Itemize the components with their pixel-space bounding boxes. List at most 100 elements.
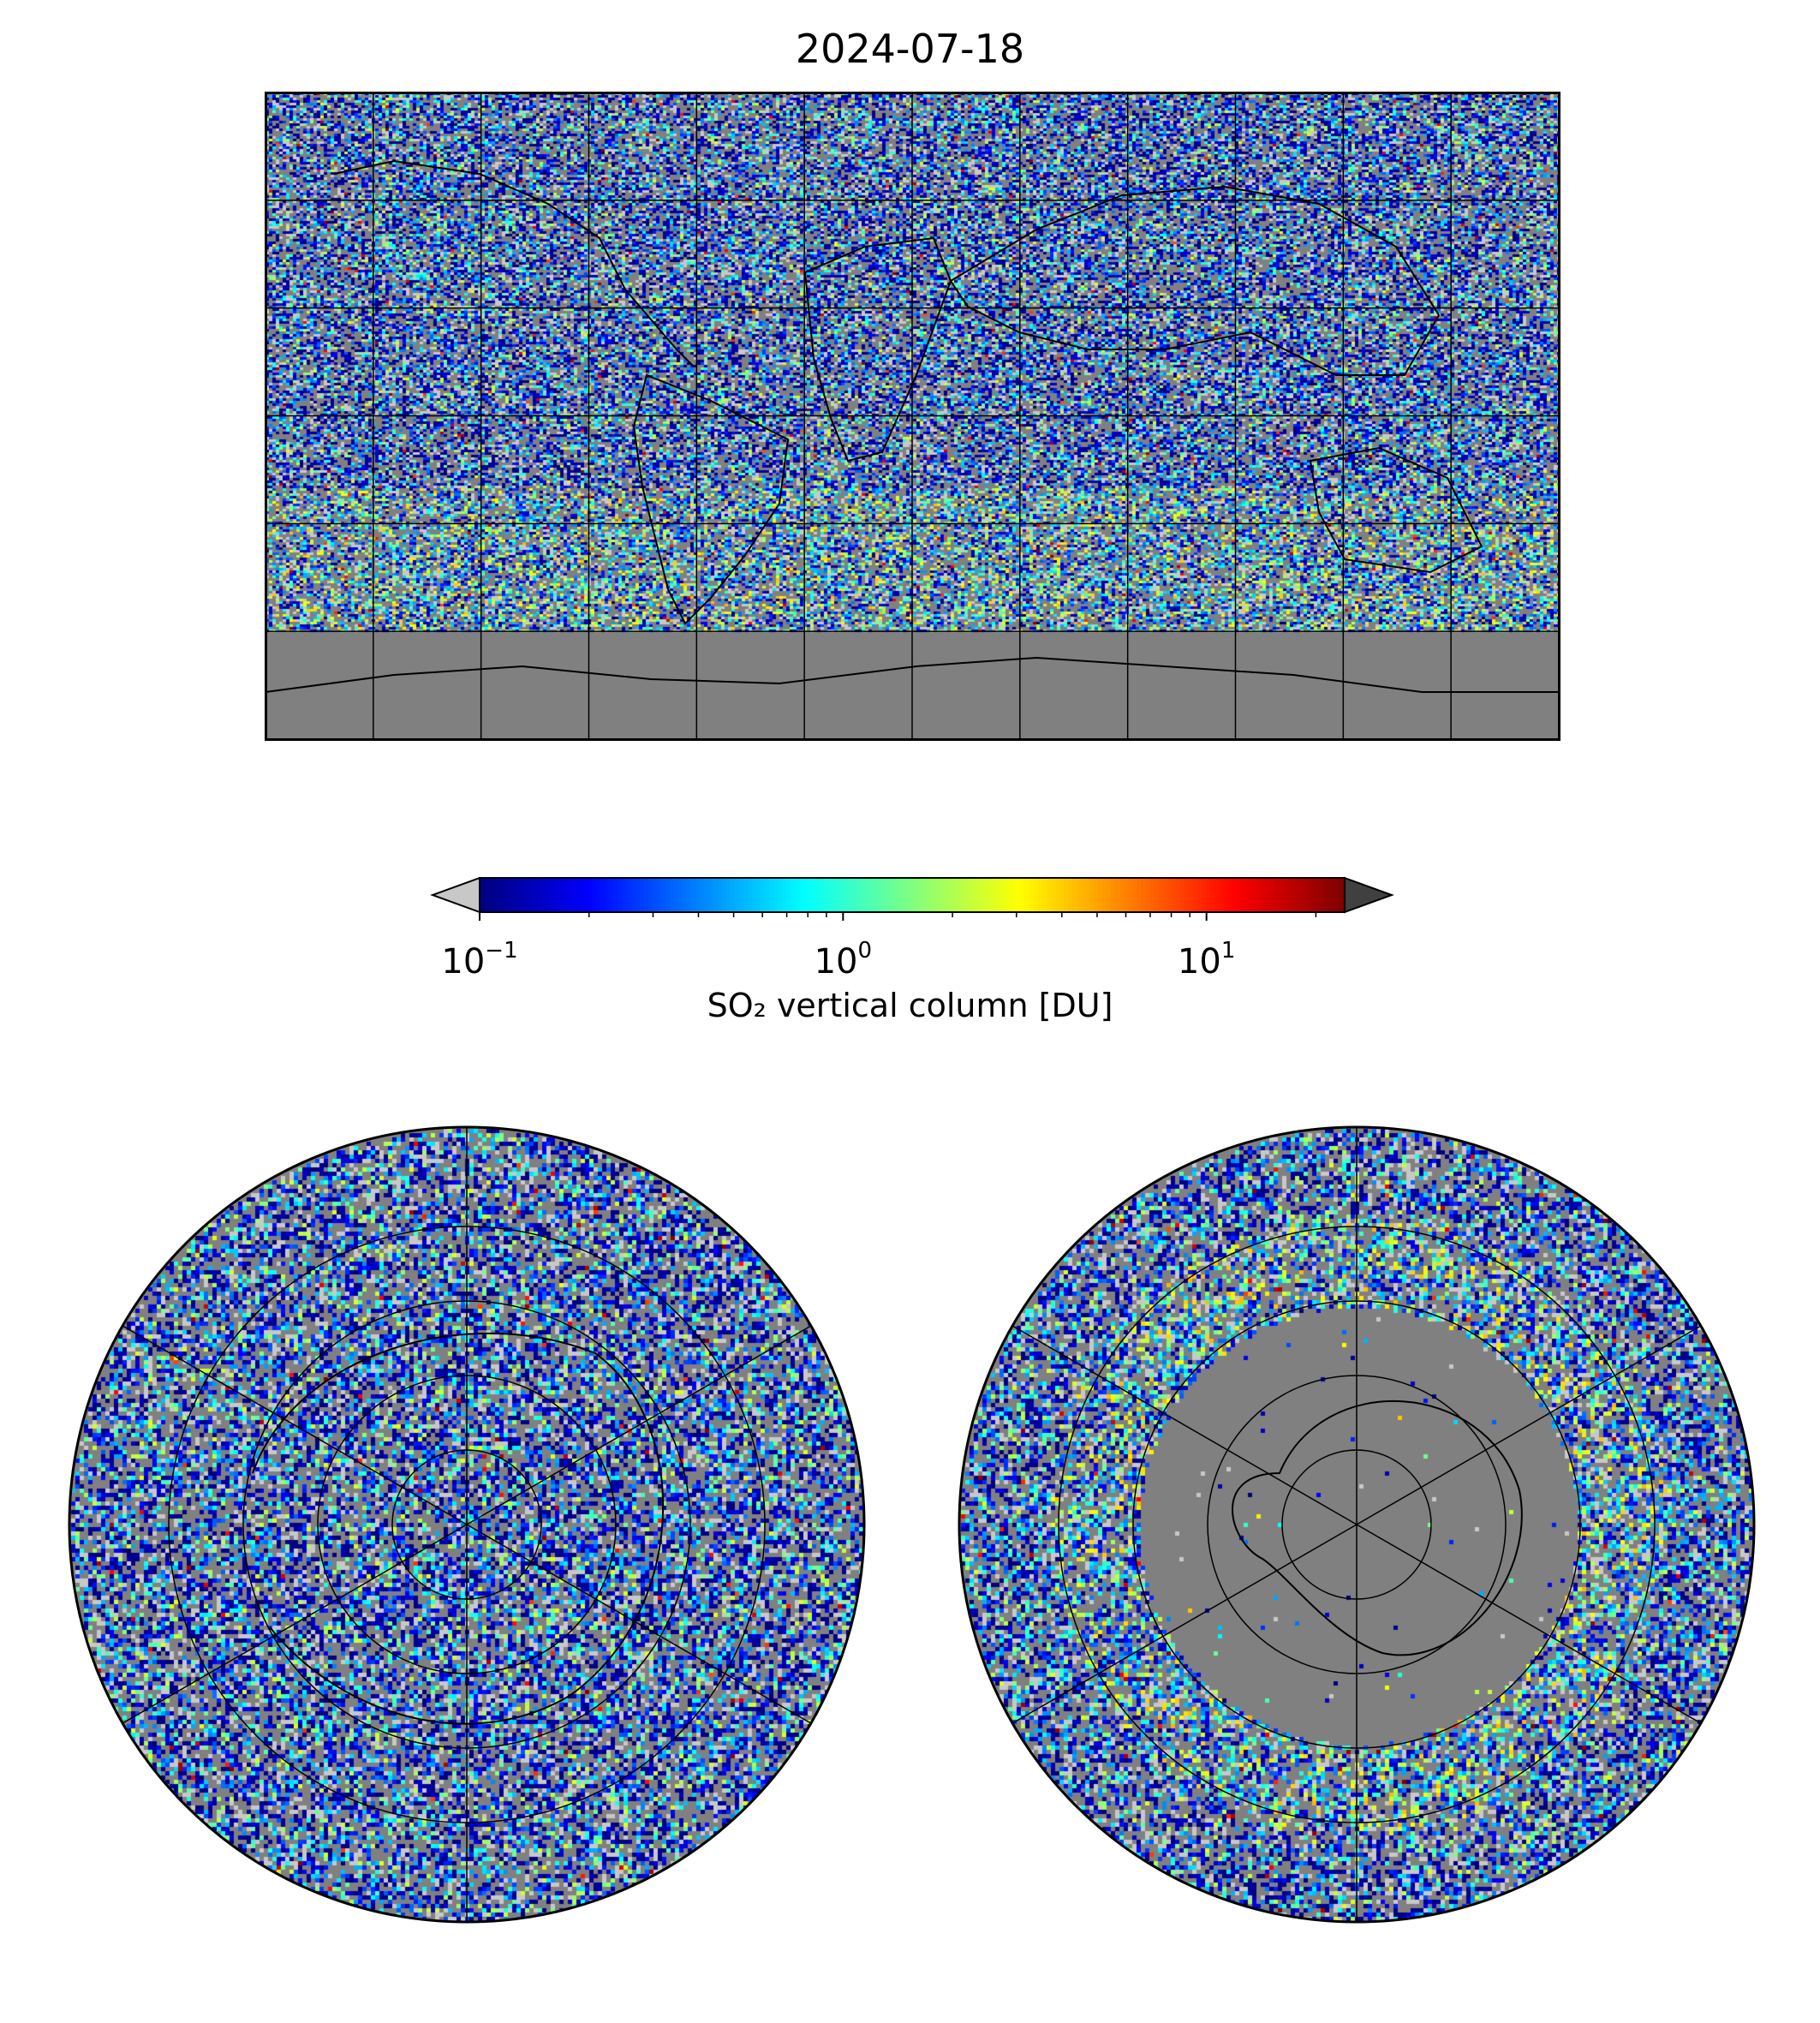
colorbar-segment [782,878,788,912]
colorbar-segment [964,878,970,912]
colorbar-segment [894,878,900,912]
colorbar-segment [592,878,597,912]
colorbar-segment [497,878,502,912]
colorbar-segment [1193,878,1198,912]
colorbar-segment [639,878,645,912]
colorbar-segment [683,878,688,912]
colorbar-segment [816,878,822,912]
coastline [1309,446,1483,574]
colorbar-segment [1172,878,1177,912]
colorbar-segment [1071,878,1077,912]
colorbar-segment [670,878,675,912]
colorbar-segment [721,878,727,912]
coastline [266,656,1559,693]
colorbar-segment [1098,878,1103,912]
colorbar-segment [734,878,740,912]
colorbar-segment [1154,878,1160,912]
colorbar-segment [522,878,528,912]
colorbar-segment [1029,878,1034,912]
global-map[interactable] [266,92,1559,739]
colorbar-segment [1167,878,1173,912]
colorbar-segment [1240,878,1246,912]
colorbar-segment [851,878,856,912]
colorbar-segment [540,878,546,912]
meridian-line [122,1524,468,1724]
colorbar-segment [605,878,611,912]
south-polar-map[interactable] [957,1125,1757,1928]
colorbar-segment [1011,878,1017,912]
colorbar-segment [838,878,844,912]
colorbar-segment [786,878,792,912]
colorbar-segment [795,878,801,912]
colorbar [428,869,1396,921]
colorbar-segment [1024,878,1029,912]
colorbar-segment [484,878,489,912]
meridian-line [1011,1325,1358,1525]
coastline [252,1332,665,1725]
colorbar-segment [1271,878,1276,912]
colorbar-segment [912,878,917,912]
colorbar-segment [1149,878,1155,912]
colorbar-segment [921,878,926,912]
colorbar-segment [1331,878,1337,912]
colorbar-segment [1275,878,1280,912]
colorbar-segment [1318,878,1324,912]
colorbar-segment [955,878,961,912]
colorbar-segment [873,878,879,912]
colorbar-label: SO₂ vertical column [DU] [707,987,1113,1024]
colorbar-segment [938,878,943,912]
global-graticule [266,92,1559,739]
colorbar-segment [1050,878,1056,912]
colorbar-segment [1124,878,1130,912]
colorbar-segment [583,878,588,912]
colorbar-segment [535,878,541,912]
colorbar-segment [1180,878,1185,912]
colorbar-segment [925,878,930,912]
colorbar-segment [860,878,866,912]
colorbar-segment [1322,878,1328,912]
north-polar-graticule [68,1125,866,1924]
colorbar-segment [1258,878,1263,912]
colorbar-segment [778,878,784,912]
colorbar-segment [916,878,922,912]
colorbar-segment [942,878,947,912]
colorbar-segment [566,878,571,912]
colorbar-segment [527,878,533,912]
colorbar-segment [687,878,693,912]
colorbar-segment [544,878,550,912]
colorbar-segment [799,878,805,912]
colorbar-segment [492,878,498,912]
colorbar-segment [665,878,671,912]
colorbar-segment [518,878,524,912]
colorbar-segment [480,878,485,912]
colorbar-segment [570,878,576,912]
colorbar-segment [868,878,874,912]
colorbar-segment [725,878,731,912]
colorbar-segment [808,878,814,912]
colorbar-segment [1189,878,1194,912]
colorbar-segment [514,878,520,912]
colorbar-segment [1262,878,1268,912]
colorbar-segment [622,878,628,912]
colorbar-segment [600,878,606,912]
colorbar-segment [1128,878,1134,912]
meridian-line [122,1325,468,1525]
colorbar-segment [708,878,714,912]
colorbar-segment [557,878,563,912]
colorbar-segment [791,878,797,912]
colorbar-segment [946,878,952,912]
colorbar-segment [1107,878,1112,912]
north-polar-map[interactable] [67,1125,867,1928]
colorbar-segment [1340,878,1346,912]
colorbar-segment [1267,878,1272,912]
colorbar-segment [972,878,978,912]
colorbar-segment [1007,878,1012,912]
colorbar-segment [847,878,852,912]
colorbar-segment [1119,878,1125,912]
colorbar-segment [968,878,974,912]
colorbar-segment [1305,878,1311,912]
colorbar-segment [864,878,870,912]
map-title: 2024-07-18 [795,26,1025,72]
colorbar-segment [713,878,719,912]
colorbar-segment [575,878,580,912]
